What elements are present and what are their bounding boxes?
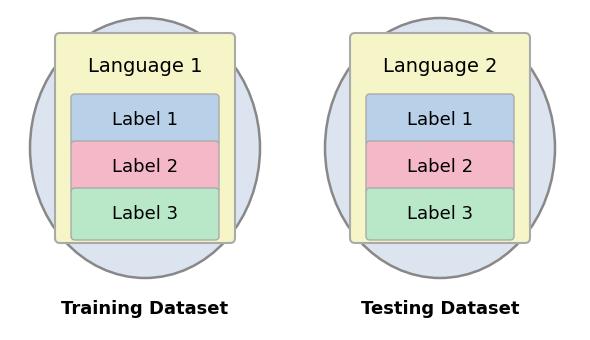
Text: Label 3: Label 3 [112, 205, 178, 223]
Text: Label 1: Label 1 [407, 111, 473, 129]
Text: Testing Dataset: Testing Dataset [360, 300, 519, 318]
FancyBboxPatch shape [55, 33, 235, 243]
FancyBboxPatch shape [71, 94, 219, 146]
FancyBboxPatch shape [350, 33, 530, 243]
FancyBboxPatch shape [366, 141, 514, 193]
FancyBboxPatch shape [366, 94, 514, 146]
FancyBboxPatch shape [366, 188, 514, 240]
Text: Language 2: Language 2 [383, 56, 497, 75]
Ellipse shape [30, 18, 260, 278]
Text: Label 2: Label 2 [407, 158, 473, 176]
Text: Language 1: Language 1 [88, 56, 202, 75]
Text: Training Dataset: Training Dataset [61, 300, 228, 318]
Ellipse shape [325, 18, 555, 278]
Text: Label 2: Label 2 [112, 158, 178, 176]
Text: Label 3: Label 3 [407, 205, 473, 223]
Text: Label 1: Label 1 [112, 111, 178, 129]
FancyBboxPatch shape [71, 141, 219, 193]
FancyBboxPatch shape [71, 188, 219, 240]
